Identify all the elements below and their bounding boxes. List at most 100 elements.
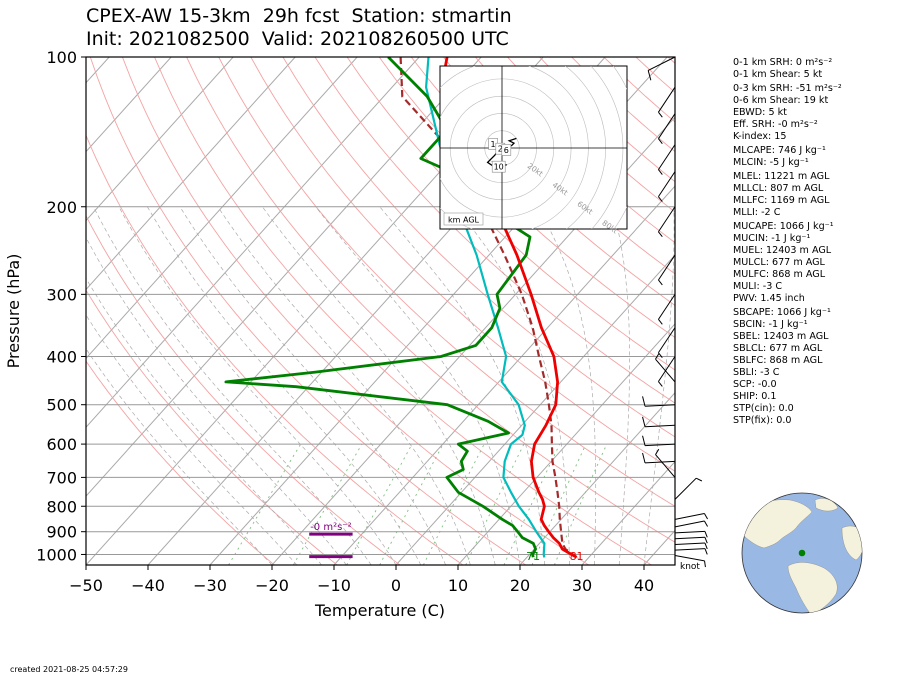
wind-barb-feather xyxy=(695,477,703,482)
wind-barb-feather xyxy=(704,537,708,544)
srh-layer-label: -0 m²s⁻² xyxy=(310,522,351,533)
y-tick-label: 900 xyxy=(46,523,77,542)
isotherm-line xyxy=(519,392,675,565)
x-tick-label: 30 xyxy=(572,576,592,595)
y-tick-label: 800 xyxy=(46,497,77,516)
wind-barb-shaft xyxy=(655,454,676,478)
dry-adiabat-line xyxy=(442,57,675,275)
station-marker xyxy=(798,549,806,557)
isotherm-line xyxy=(86,57,172,153)
index-line: 0-1 km SRH: 0 m²s⁻² xyxy=(733,57,833,68)
index-line: MLEL: 11221 m AGL xyxy=(733,171,830,182)
index-line: MULI: -3 C xyxy=(733,281,783,292)
wind-barb-shaft xyxy=(674,548,705,551)
wind-barb-feather xyxy=(703,520,708,527)
chart-title-line-2: Init: 2021082500 Valid: 202108260500 UTC xyxy=(86,28,509,50)
wind-barb-shaft xyxy=(658,294,676,320)
index-line: SHIP: 0.1 xyxy=(733,391,777,402)
dry-adiabat-line xyxy=(314,57,675,404)
wind-barb-feather xyxy=(642,416,646,427)
wind-barb xyxy=(674,542,708,550)
moist-adiabat-line xyxy=(379,206,546,565)
index-line: SBEL: 12403 m AGL xyxy=(733,331,829,342)
wind-barb-feather xyxy=(658,279,663,286)
moist-adiabat-line xyxy=(86,348,273,565)
wind-barb-feather xyxy=(704,542,708,550)
isotherm-line xyxy=(86,57,358,360)
y-tick-label: 400 xyxy=(46,348,77,367)
wind-barb-feather xyxy=(704,560,706,568)
wind-barb xyxy=(674,548,708,555)
globe-land xyxy=(742,498,862,613)
isotherm-line xyxy=(395,254,675,565)
wind-barb xyxy=(658,294,676,325)
index-line: STP(fix): 0.0 xyxy=(733,415,792,426)
moist-adiabat-line xyxy=(93,206,372,565)
index-line: SBLI: -3 C xyxy=(733,367,780,378)
skewt-annotations: 71 81 -0 m²s⁻² xyxy=(309,522,584,563)
wind-barb xyxy=(655,448,676,478)
wind-barb-shaft xyxy=(674,530,705,534)
x-tick-label: −40 xyxy=(131,576,165,595)
moist-adiabat-line xyxy=(179,206,446,565)
wind-barb-feather xyxy=(655,353,660,360)
wind-barb-feather xyxy=(658,352,663,358)
wind-barb xyxy=(642,435,676,447)
wind-barb xyxy=(658,254,676,286)
wind-barb-shaft xyxy=(658,144,676,170)
wind-barb-shaft xyxy=(658,254,676,281)
y-tick-label: 300 xyxy=(46,285,77,304)
moist-adiabat-line xyxy=(118,206,397,565)
dry-adiabat-line xyxy=(86,214,401,565)
y-tick-label: 1000 xyxy=(36,545,77,564)
wind-barb-shaft xyxy=(674,477,697,500)
wind-barb-shaft xyxy=(674,520,705,528)
hodograph-height-label: 10 xyxy=(494,163,504,172)
wind-barb-feather xyxy=(647,70,652,81)
index-line: MLCAPE: 746 J kg⁻¹ xyxy=(733,145,826,156)
hodograph-height-label: 2 xyxy=(498,145,503,154)
wind-barb-shaft xyxy=(645,460,676,464)
surface-temperature-label: 81 xyxy=(570,550,584,563)
index-line: 0-6 km Shear: 19 kt xyxy=(733,95,829,106)
wind-barb xyxy=(658,171,676,202)
wind-barb xyxy=(647,56,676,81)
mixing-ratio-line xyxy=(379,443,444,565)
moist-adiabat-line xyxy=(611,206,630,565)
dry-adiabat-line xyxy=(86,360,275,565)
moist-adiabat-line xyxy=(315,206,521,565)
isotherm-line xyxy=(86,57,296,291)
wind-barb-shaft xyxy=(658,327,676,353)
surface-dewpoint-label: 71 xyxy=(526,550,540,563)
index-line: MUCIN: -1 J kg⁻¹ xyxy=(733,233,811,244)
north-america-shape xyxy=(742,499,813,549)
hodograph-height-label: 6 xyxy=(504,146,509,155)
index-line: SCP: -0.0 xyxy=(733,379,777,390)
wind-barb-shaft xyxy=(674,555,705,562)
hodograph-frame xyxy=(439,65,628,230)
wind-barb xyxy=(642,416,676,428)
plot-frame xyxy=(85,56,676,566)
dry-adiabat-line xyxy=(250,57,675,472)
index-line: 0-3 km SRH: -51 m²s⁻² xyxy=(733,83,842,94)
africa-shape xyxy=(841,525,862,561)
wind-barb-shaft xyxy=(658,356,676,382)
mixing-ratio-line xyxy=(293,443,363,565)
wind-barb-feather xyxy=(642,452,646,464)
index-line: SBLFC: 868 m AGL xyxy=(733,355,823,366)
wind-barbs xyxy=(642,56,708,568)
wind-barb-shaft xyxy=(658,86,676,113)
axis-ticks: −50 −40 −30 −20 −10 0 10 20 30 40 1000 900 800 700 600… xyxy=(36,48,654,595)
wind-barb-shaft xyxy=(674,512,705,520)
index-line: K-index: 15 xyxy=(733,131,787,142)
x-tick-label: 20 xyxy=(510,576,530,595)
wind-barb xyxy=(658,356,676,387)
wind-barb xyxy=(674,520,708,528)
index-line: MULCL: 677 m AGL xyxy=(733,257,825,268)
y-tick-label: 100 xyxy=(46,48,77,67)
wind-barb xyxy=(658,113,676,144)
wind-barb-shaft xyxy=(674,536,705,540)
index-line: SBCIN: -1 J kg⁻¹ xyxy=(733,319,808,330)
wind-barb xyxy=(658,327,676,358)
y-tick-label: 200 xyxy=(46,198,77,217)
